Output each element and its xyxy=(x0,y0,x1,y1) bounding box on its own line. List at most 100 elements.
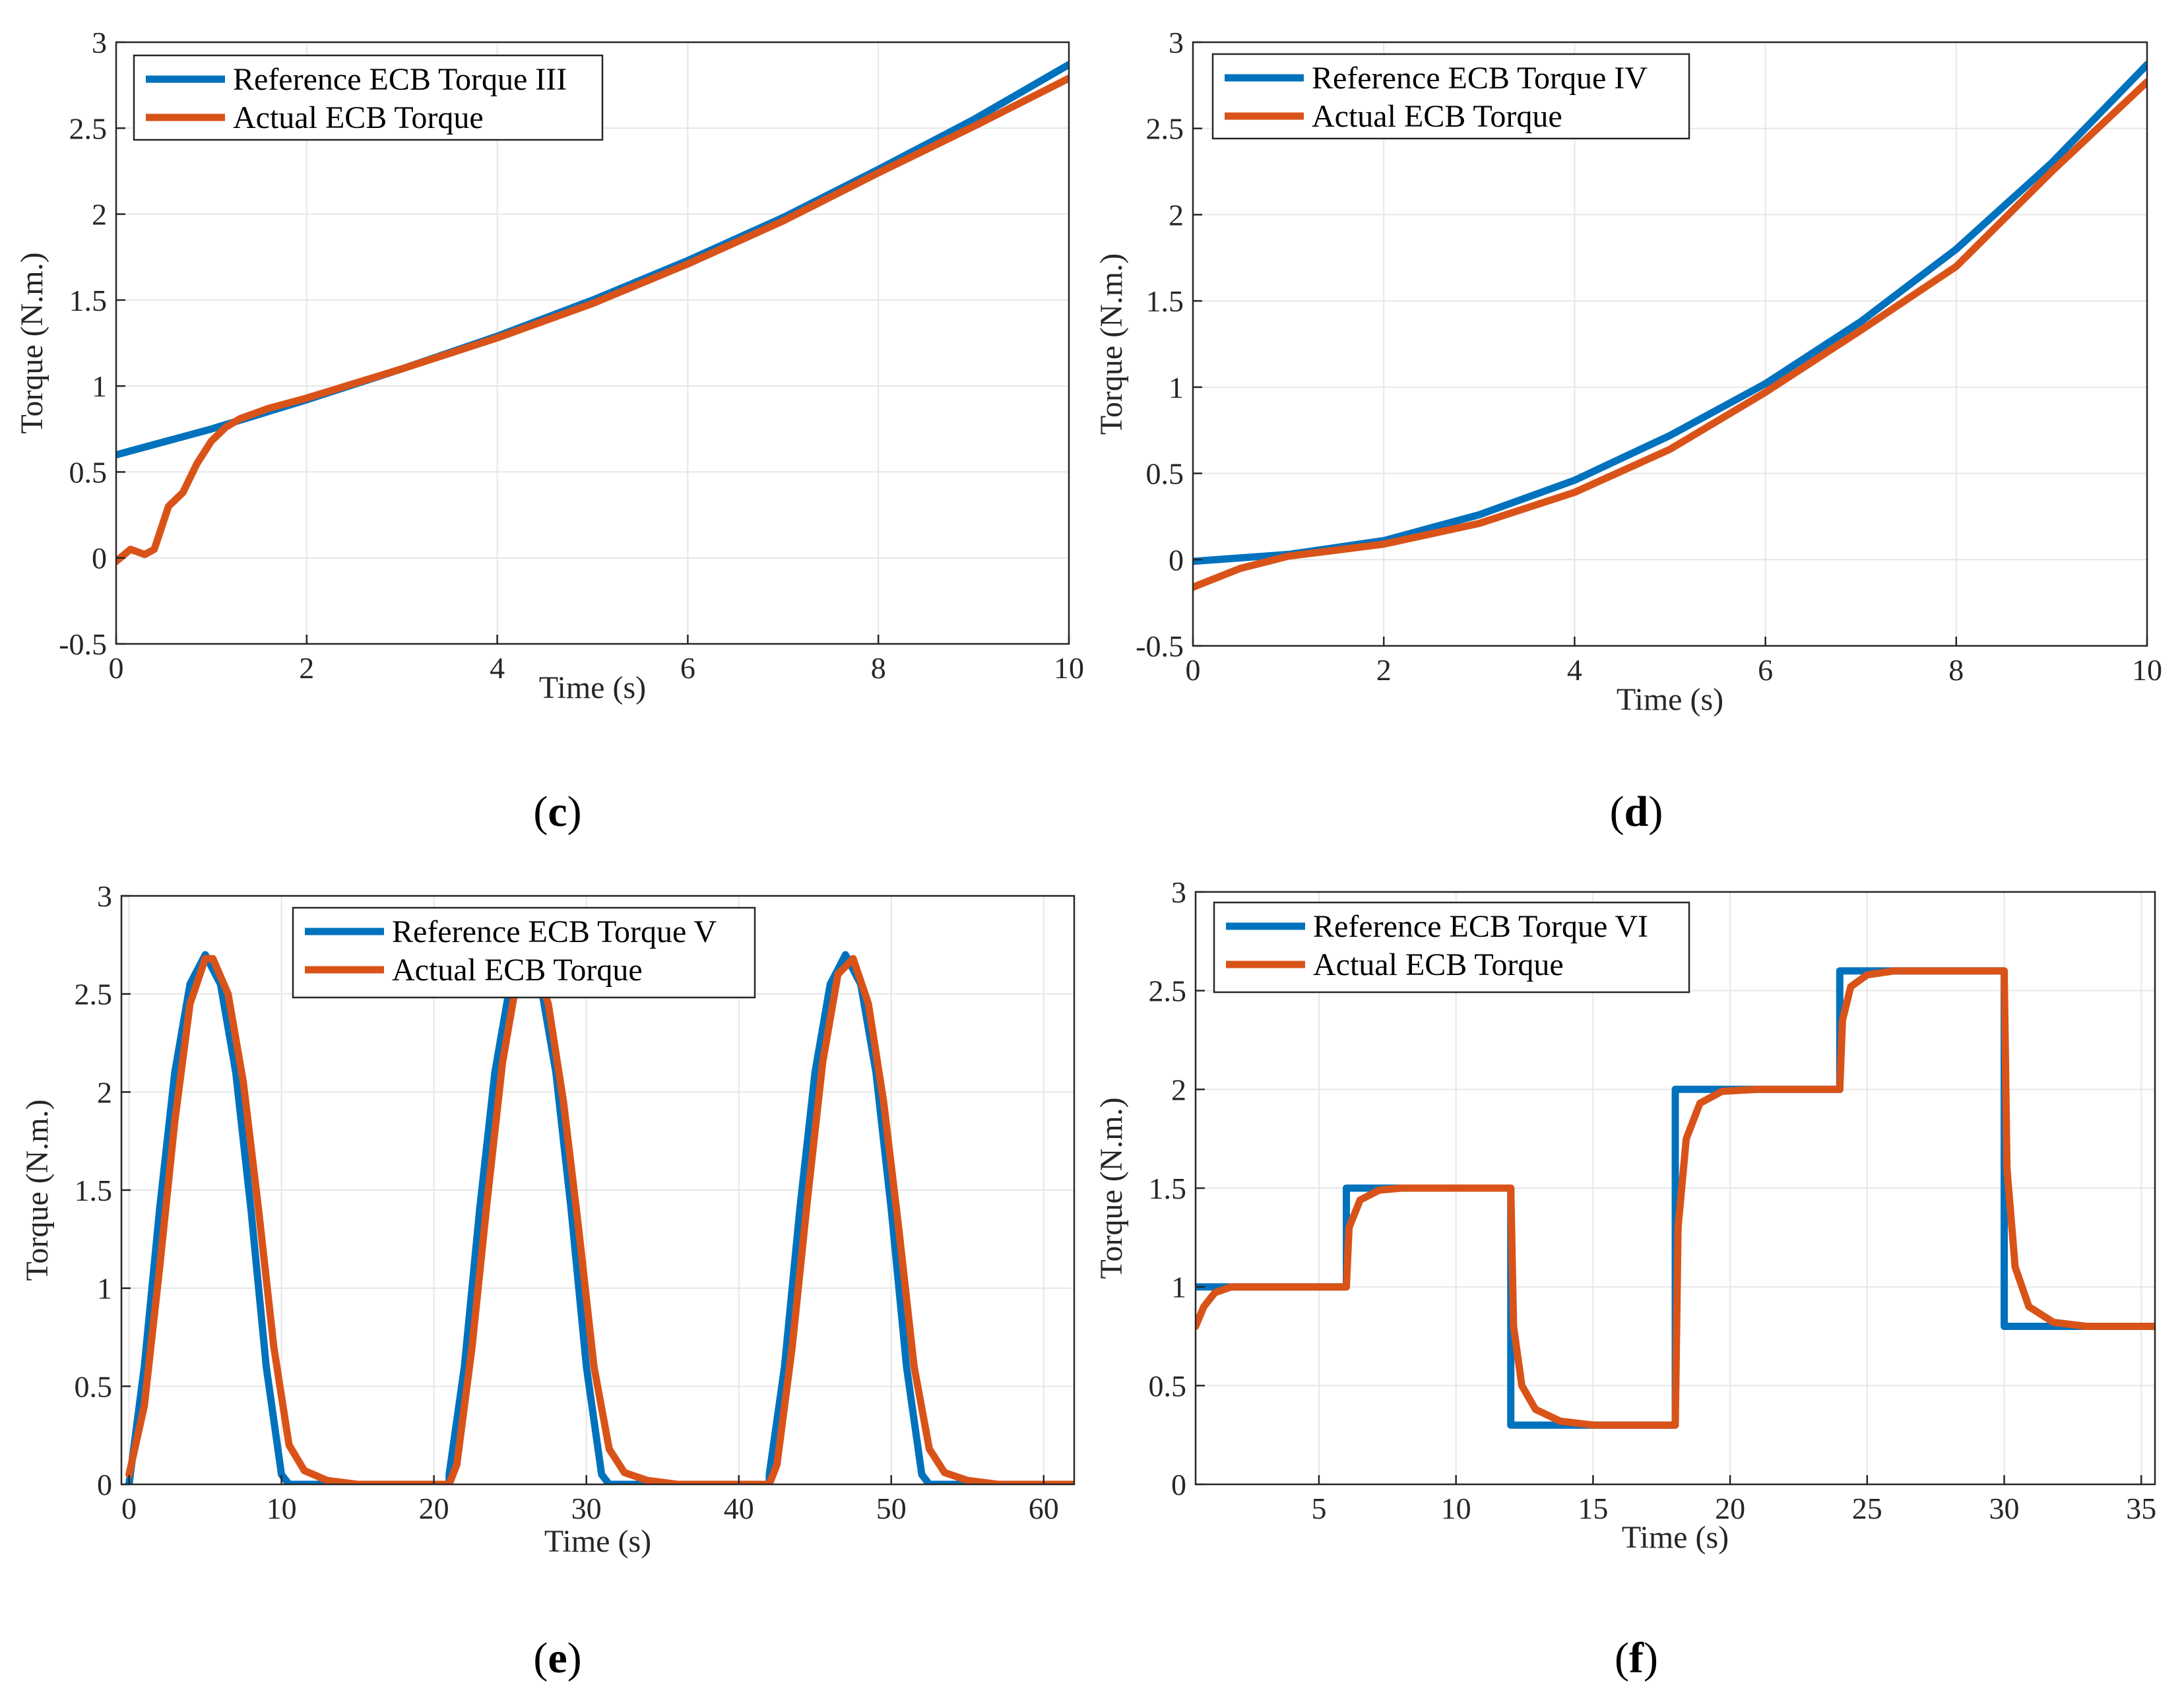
panel-letter-e: e xyxy=(548,1634,567,1682)
x-tick-label: 50 xyxy=(876,1492,907,1525)
x-tick-label: 0 xyxy=(109,651,124,685)
series-group-f xyxy=(1196,967,2155,1429)
x-tick-label: 2 xyxy=(299,651,314,685)
panel-label-f: (f) xyxy=(1615,1634,1658,1682)
y-tick-label: 0.5 xyxy=(69,455,108,489)
x-tick-label: 10 xyxy=(267,1492,297,1525)
axes-frame-d xyxy=(1192,41,2148,647)
legend-label-reference-e: Reference ECB Torque V xyxy=(392,914,717,949)
x-axis-label-c: Time (s) xyxy=(539,670,646,705)
legend-label-reference-f: Reference ECB Torque VI xyxy=(1313,909,1648,944)
x-tick-label: 10 xyxy=(1441,1492,1471,1525)
y-tick-label: 1.5 xyxy=(1146,284,1184,318)
legend-box-e xyxy=(292,906,756,999)
y-tick-label: 0.5 xyxy=(75,1370,113,1403)
x-ticks-f: 5 10 15 20 25 30 35 xyxy=(1311,1475,2156,1525)
x-tick-label: 2 xyxy=(1376,653,1392,687)
x-tick-label: 5 xyxy=(1311,1492,1326,1525)
axes-frame-c xyxy=(115,41,1070,645)
y-tick-label: 3 xyxy=(92,26,107,59)
x-tick-label: 4 xyxy=(490,651,505,685)
panel-letter-f: f xyxy=(1629,1634,1644,1682)
y-ticks-c: -0.5 0 0.5 1 1.5 2 2.5 3 xyxy=(59,26,125,661)
y-tick-label: 0 xyxy=(97,1468,112,1501)
x-tick-label: 0 xyxy=(121,1492,137,1525)
legend-box-c xyxy=(133,54,604,141)
legend-e: Reference ECB Torque V Actual ECB Torque xyxy=(292,906,756,999)
x-tick-label: 10 xyxy=(2132,653,2162,687)
legend-label-reference-d: Reference ECB Torque IV xyxy=(1312,61,1648,96)
x-tick-label: 6 xyxy=(1758,653,1773,687)
y-axis-label-f: Torque (N.m.) xyxy=(1094,1097,1129,1279)
panel-letter-c: c xyxy=(548,788,567,836)
x-ticks-e: 0 10 20 30 40 50 60 xyxy=(121,1475,1059,1525)
series-line-actual xyxy=(1196,967,2155,1429)
legend-f: Reference ECB Torque VI Actual ECB Torqu… xyxy=(1213,901,1690,994)
chart-panel-f: 5 10 15 20 25 30 35 0 0.5 1 1.5 2 2.5 3 Time (s) Tor… xyxy=(1094,875,2156,1682)
x-tick-label: 15 xyxy=(1578,1492,1608,1525)
y-tick-label: 1 xyxy=(97,1272,112,1306)
x-tick-label: 6 xyxy=(680,651,695,685)
x-tick-label: 30 xyxy=(571,1492,602,1525)
panel-letter-d: d xyxy=(1624,788,1649,836)
x-axis-label-e: Time (s) xyxy=(544,1524,651,1559)
y-tick-label: 2 xyxy=(97,1075,112,1109)
y-tick-label: 3 xyxy=(1171,875,1186,909)
y-tick-label: 3 xyxy=(1169,26,1184,59)
legend-label-actual-c: Actual ECB Torque xyxy=(233,100,484,135)
x-tick-label: 4 xyxy=(1567,653,1582,687)
y-tick-label: 0 xyxy=(1171,1468,1186,1501)
y-ticks-f: 0 0.5 1 1.5 2 2.5 3 xyxy=(1149,875,1205,1501)
y-ticks-d: -0.5 0 0.5 1 1.5 2 2.5 3 xyxy=(1136,26,1202,663)
y-tick-label: 1.5 xyxy=(75,1174,113,1207)
y-tick-label: 1 xyxy=(92,369,107,403)
series-group-c xyxy=(116,61,1069,565)
x-ticks-d: 0 2 4 6 8 10 xyxy=(1186,637,2162,687)
y-ticks-e: 0 0.5 1 1.5 2 2.5 3 xyxy=(75,879,131,1501)
chart-panel-c: 0 2 4 6 8 10 -0.500.511.522.53 Time (s) Torqu… xyxy=(15,26,1084,836)
legend-box-f xyxy=(1213,901,1690,994)
panel-label-d: (d) xyxy=(1610,788,1663,836)
legend-label-actual-f: Actual ECB Torque xyxy=(1313,947,1564,982)
y-tick-label: 2 xyxy=(1171,1073,1186,1106)
legend-box-d xyxy=(1211,53,1690,140)
x-tick-label: 8 xyxy=(1948,653,1964,687)
x-tick-label: 0 xyxy=(1186,653,1201,687)
y-tick-label: 0.5 xyxy=(1146,457,1184,491)
series-line-actual xyxy=(125,955,1074,1484)
y-tick-label: 1 xyxy=(1171,1271,1186,1304)
y-tick-label: 1 xyxy=(1169,371,1184,404)
x-tick-label: 8 xyxy=(871,651,886,685)
y-tick-label: 1.5 xyxy=(1149,1172,1187,1205)
legend-c: Reference ECB Torque III Actual ECB Torq… xyxy=(133,54,604,141)
y-tick-label: 0 xyxy=(1169,543,1184,577)
x-tick-label: 20 xyxy=(419,1492,449,1525)
x-tick-label: 25 xyxy=(1852,1492,1882,1525)
chart-panel-e: 0 10 20 30 40 50 60 0 0.5 1 1.5 2 2.5 3 Time (s) Tor… xyxy=(20,879,1076,1682)
y-tick-label: -0.5 xyxy=(59,627,107,661)
y-tick-label: 0.5 xyxy=(1149,1369,1187,1403)
y-tick-label: 2 xyxy=(1169,198,1184,232)
x-tick-label: 40 xyxy=(724,1492,754,1525)
series-line-actual xyxy=(1193,78,2147,591)
y-axis-label-c: Torque (N.m.) xyxy=(15,252,49,433)
x-tick-label: 20 xyxy=(1715,1492,1745,1525)
legend-label-actual-d: Actual ECB Torque xyxy=(1312,99,1562,134)
y-tick-label: 2.5 xyxy=(69,111,108,145)
panel-label-e: (e) xyxy=(533,1634,581,1682)
y-tick-label: 0 xyxy=(92,542,107,575)
plot-area-c xyxy=(116,42,1069,644)
y-axis-label-e: Torque (N.m.) xyxy=(20,1099,55,1280)
panel-label-c: (c) xyxy=(533,788,581,836)
x-tick-label: 10 xyxy=(1054,651,1084,685)
x-tick-label: 35 xyxy=(2126,1492,2156,1525)
y-tick-label: 1.5 xyxy=(69,284,108,317)
x-tick-label: 60 xyxy=(1029,1492,1059,1525)
y-tick-label: 3 xyxy=(97,879,112,913)
y-tick-label: -0.5 xyxy=(1136,629,1184,663)
y-tick-label: 2.5 xyxy=(75,978,113,1011)
chart-panel-d: 0 2 4 6 8 10 -0.500.511.522.53 Time (s) Torqu… xyxy=(1094,26,2162,836)
legend-d: Reference ECB Torque IV Actual ECB Torqu… xyxy=(1211,53,1690,140)
x-ticks-c: 0 2 4 6 8 10 xyxy=(109,635,1084,685)
